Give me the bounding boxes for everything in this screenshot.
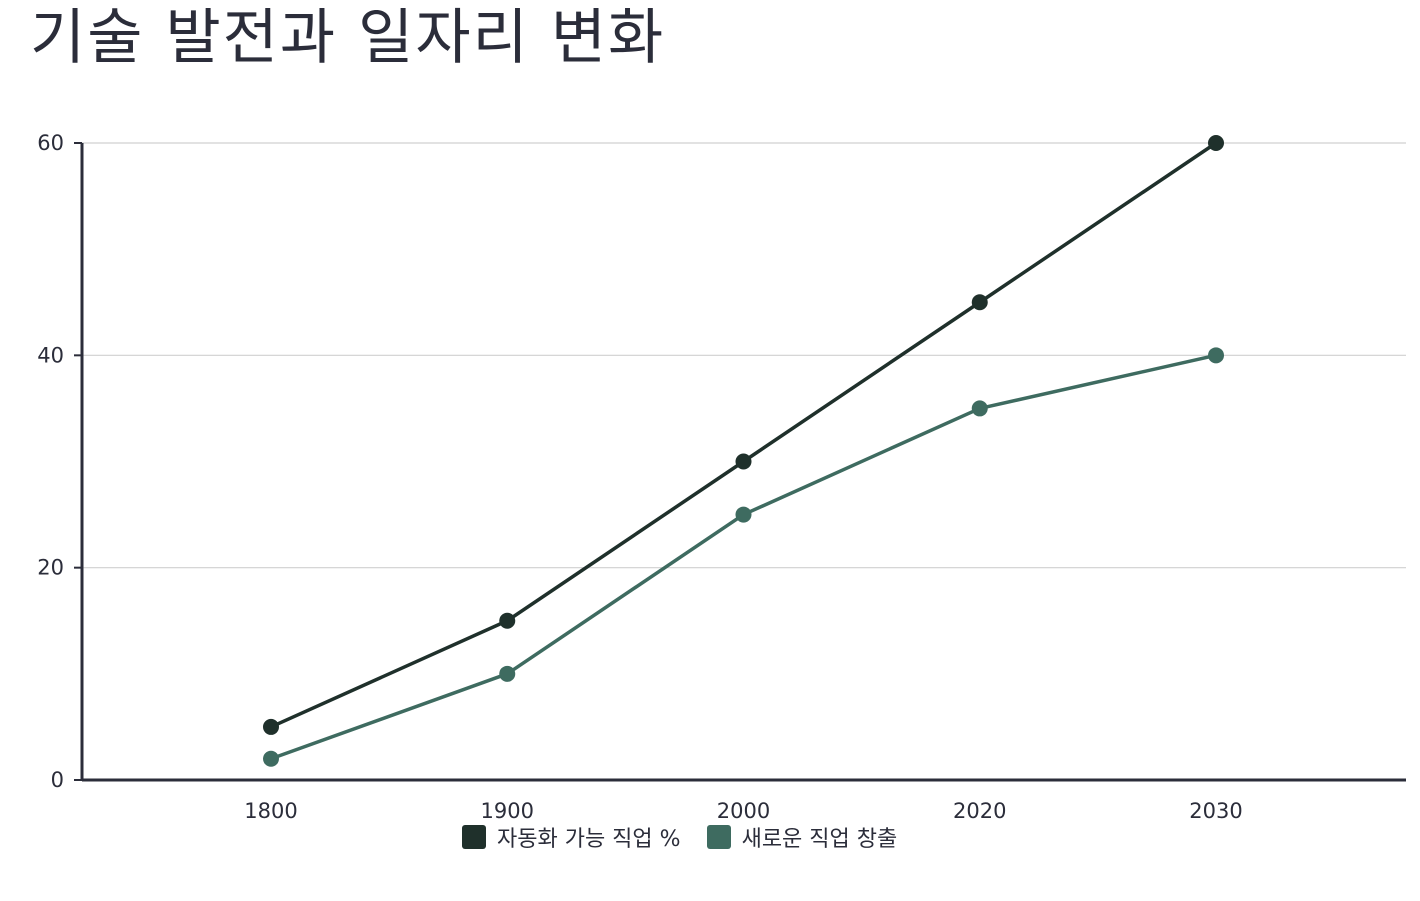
- series-layer: [263, 135, 1224, 767]
- data-point-0-0: [263, 718, 279, 735]
- legend-swatch-new-jobs: [706, 825, 731, 849]
- x-tick-label: 1800: [244, 799, 297, 823]
- data-point-1-3: [971, 400, 988, 417]
- legend-swatch-automatable: [462, 825, 486, 849]
- x-tick-label: 2030: [1189, 799, 1242, 823]
- chart-title: 기술 발전과 일자리 변화: [30, 3, 666, 73]
- data-point-1-0: [263, 750, 279, 767]
- legend-label-automatable: 자동화 가능 직업 %: [497, 827, 681, 852]
- x-tick-label: 2020: [953, 799, 1006, 823]
- grid-lines: [82, 142, 1406, 569]
- axes: [74, 142, 1406, 782]
- data-point-0-4: [1208, 135, 1224, 151]
- legend-item-automatable[interactable]: 자동화 가능 직업 %: [462, 821, 681, 853]
- y-tick-label: 0: [51, 768, 64, 792]
- series-line-0: [269, 141, 1218, 729]
- data-point-1-4: [1208, 347, 1224, 364]
- data-point-0-1: [499, 612, 516, 629]
- data-point-0-2: [735, 453, 752, 470]
- legend: 자동화 가능 직업 % 새로운 직업 창출: [462, 821, 923, 853]
- tick-labels: 0 20 40 60 1800 1900 2000 2020 2030: [37, 131, 1242, 823]
- series-line-1: [269, 353, 1218, 761]
- legend-label-new-jobs: 새로운 직업 창출: [741, 827, 898, 852]
- x-tick-label: 2000: [717, 799, 770, 823]
- x-tick-label: 1900: [481, 799, 534, 823]
- y-tick-label: 20: [37, 556, 64, 580]
- data-point-1-1: [499, 665, 516, 682]
- data-point-1-2: [735, 506, 752, 523]
- y-tick-label: 60: [37, 131, 64, 155]
- legend-item-new-jobs[interactable]: 새로운 직업 창출: [706, 821, 898, 853]
- data-point-0-3: [971, 294, 988, 311]
- y-tick-label: 40: [37, 343, 64, 367]
